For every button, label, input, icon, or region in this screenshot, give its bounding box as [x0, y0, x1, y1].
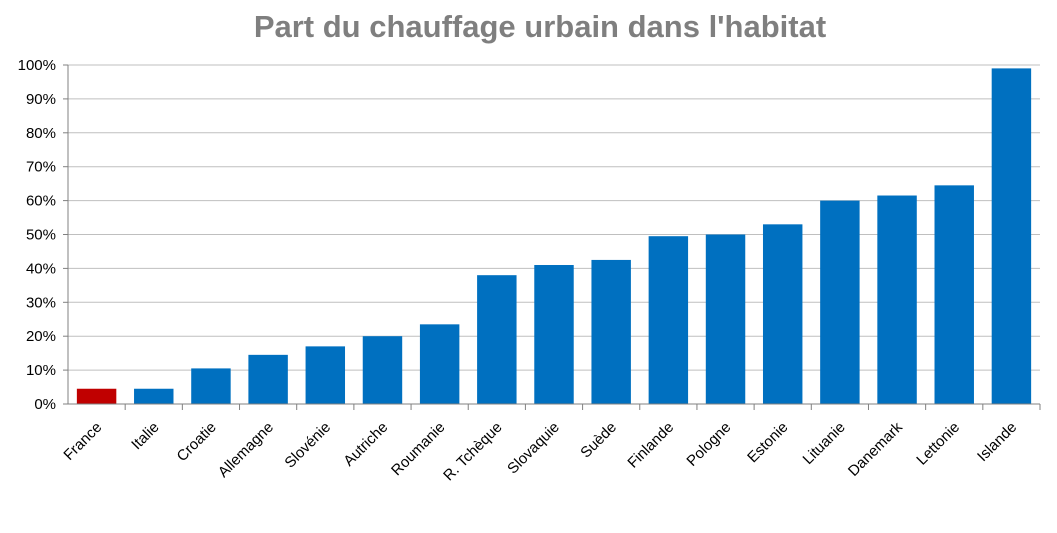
- axes: [63, 64, 1041, 410]
- bar-8: [534, 265, 574, 404]
- bar-7: [477, 275, 517, 404]
- x-tick-label: Estonie: [744, 419, 791, 466]
- bar-0: [76, 388, 117, 404]
- bar-2: [191, 368, 231, 404]
- x-tick-label: Finlande: [624, 419, 677, 472]
- bar-11: [705, 234, 746, 404]
- bar-13: [820, 200, 860, 404]
- x-tick-label: Suède: [577, 419, 620, 462]
- bar-14: [877, 195, 917, 404]
- chart-title: Part du chauffage urbain dans l'habitat: [254, 9, 826, 44]
- bar-4: [305, 346, 346, 404]
- x-tick-label: Danemark: [845, 418, 906, 479]
- bar-12: [762, 224, 803, 404]
- bar-1: [134, 388, 174, 404]
- y-tick-label: 100%: [18, 57, 56, 74]
- x-tick-label: Roumanie: [388, 419, 448, 479]
- x-tick-label: Lettonie: [913, 419, 963, 469]
- x-tick-label: R. Tchèque: [440, 419, 505, 484]
- y-tick-label: 70%: [26, 159, 56, 176]
- y-tick-label: 30%: [26, 294, 56, 311]
- x-tick-label: Lituanie: [800, 419, 849, 468]
- x-tick-label: Allemagne: [215, 419, 277, 481]
- bar-3: [248, 354, 288, 404]
- y-tick-label: 10%: [26, 362, 56, 379]
- y-axis-ticks: 0% 10% 20% 30% 40% 50% 60% 70% 80% 90% 100%: [18, 57, 56, 413]
- bar-10: [648, 236, 689, 404]
- x-tick-label: Islande: [974, 419, 1020, 465]
- bar-5: [362, 336, 403, 404]
- x-tick-label: Croatie: [174, 419, 220, 465]
- bar-16: [991, 68, 1032, 404]
- x-tick-label: Slovénie: [281, 419, 334, 472]
- y-tick-label: 20%: [26, 328, 56, 345]
- x-tick-label: Slovaquie: [504, 419, 563, 478]
- bars: [76, 68, 1032, 404]
- y-tick-label: 90%: [26, 91, 56, 108]
- y-tick-label: 80%: [26, 125, 56, 142]
- bar-15: [934, 185, 974, 404]
- x-tick-label: Italie: [128, 419, 162, 453]
- bar-6: [419, 324, 460, 404]
- y-tick-label: 60%: [26, 193, 56, 210]
- y-tick-label: 0%: [34, 396, 56, 413]
- bar-9: [591, 259, 631, 404]
- y-tick-label: 40%: [26, 260, 56, 277]
- x-tick-label: Autriche: [340, 419, 391, 470]
- y-tick-label: 50%: [26, 227, 56, 244]
- x-tick-label: France: [60, 419, 105, 464]
- x-tick-label: Pologne: [683, 419, 734, 470]
